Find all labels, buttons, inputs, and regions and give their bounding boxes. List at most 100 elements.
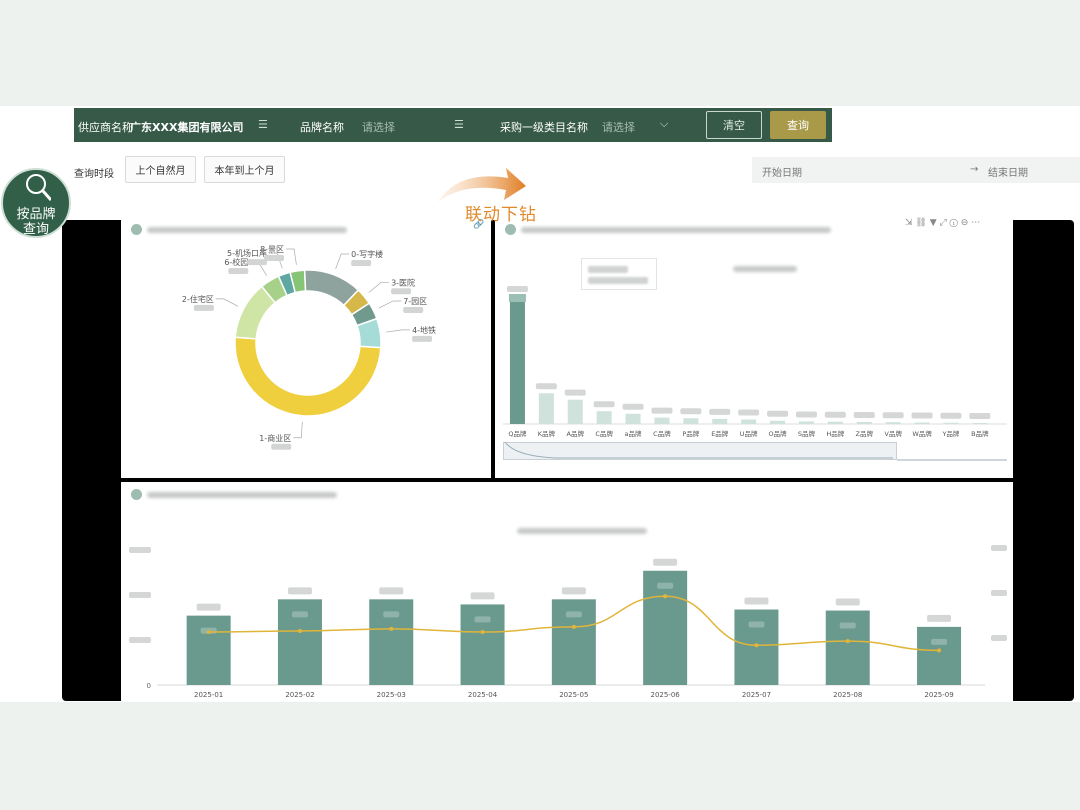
month-tick-label: 2025-08 [833, 691, 862, 699]
trend-point [389, 626, 394, 631]
inner-tag [839, 622, 856, 629]
value-tag [744, 597, 769, 605]
brand-bar [567, 399, 583, 424]
brand-bar [683, 418, 699, 424]
value-tag [247, 259, 268, 266]
label-leader [368, 281, 390, 293]
value-tag [193, 304, 214, 311]
brand-tick-label: Y品牌 [941, 429, 959, 438]
trend-point [754, 643, 759, 648]
link-icon[interactable]: 🔗 [473, 220, 485, 230]
value-tag [853, 411, 875, 418]
month-tick-label: 2025-05 [559, 691, 588, 699]
brand-bar [827, 421, 843, 424]
value-tag [622, 403, 644, 410]
value-tag [403, 306, 424, 313]
toolbar-icons[interactable]: ⇲ ⛓ ▼ ⤢ ⓘ ⊖ ⋯ [905, 218, 981, 228]
trend-point [571, 624, 576, 629]
brand-bar [538, 393, 554, 424]
filter-list-icon[interactable]: ☰ [258, 118, 268, 131]
y-tick-tag [129, 547, 151, 553]
supplier-select[interactable]: 广东XXX集团有限公司 [130, 121, 244, 134]
value-tag [535, 383, 557, 390]
trend-point [480, 629, 485, 634]
value-tag [911, 412, 933, 419]
brand-tick-label: P品牌 [682, 429, 699, 438]
month-bar [917, 626, 962, 685]
label-leader [293, 421, 303, 439]
value-tag [835, 598, 860, 606]
value-tag [561, 587, 586, 595]
panel-title [147, 492, 337, 498]
brand-bar [856, 421, 872, 424]
query-button[interactable]: 查询 [770, 111, 826, 139]
brand-bar [972, 422, 988, 424]
month-bar [643, 570, 688, 685]
ytd-button[interactable]: 本年到上个月 [204, 156, 285, 183]
month-tick-label: 2025-03 [377, 691, 406, 699]
y-tick-tag [129, 592, 151, 598]
brand-label: 品牌名称 [300, 121, 344, 134]
chevron-down-icon[interactable]: ⌵ [660, 117, 669, 130]
clear-button[interactable]: 清空 [706, 111, 762, 139]
y2-tick-tag [991, 590, 1007, 596]
brand-bar [885, 422, 901, 424]
y2-tick-tag [991, 545, 1007, 551]
donut-label: 3-医院 [391, 277, 415, 287]
monthly-combo-chart: 0 2025-01 2025-02 2025-03 2025-04 2025-05 2025… [129, 545, 1007, 699]
start-date-input[interactable]: 开始日期 [762, 168, 802, 179]
value-tag [969, 412, 991, 419]
tooltip-box [581, 258, 657, 290]
zoom-preview-line [504, 441, 893, 459]
trend-point [206, 629, 211, 634]
brand-tick-label: a品牌 [625, 429, 642, 438]
arrow-right-icon: → [970, 164, 979, 175]
donut-label: 8-景区 [260, 245, 284, 254]
end-date-input[interactable]: 结束日期 [988, 168, 1028, 179]
label-leader [378, 300, 402, 309]
inner-tag [291, 611, 308, 618]
donut-slice [234, 336, 382, 417]
panel-icon [131, 224, 142, 235]
month-tick-label: 2025-02 [285, 691, 314, 699]
donut-slices [234, 269, 382, 417]
filter-list-icon[interactable]: ☰ [454, 118, 464, 131]
value-tag [379, 587, 404, 595]
brand-tick-label: Z品牌 [856, 429, 874, 438]
data-zoom-slider[interactable] [503, 442, 897, 460]
donut-label: 5-机场口岸 [227, 248, 267, 258]
brand-bar-panel: ⇲ ⛓ ▼ ⤢ ⓘ ⊖ ⋯ [495, 218, 1013, 478]
value-tag [351, 259, 372, 266]
brand-tick-label: E品牌 [711, 429, 729, 438]
date-range-picker[interactable]: 开始日期 → 结束日期 [752, 157, 1080, 183]
brand-tick-label: O品牌 [768, 429, 787, 438]
inner-tag [474, 616, 491, 623]
brand-bar [654, 417, 670, 424]
trend-point [297, 628, 302, 633]
brand-bar [596, 411, 612, 424]
y-tick-tag [129, 637, 151, 643]
month-bar [825, 610, 870, 685]
inner-tag [748, 621, 765, 628]
month-tick-label: 2025-04 [468, 691, 498, 699]
brand-tick-label: U品牌 [740, 429, 758, 438]
brand-query-badge[interactable]: 按品牌 查询 [1, 168, 71, 238]
value-tag [506, 286, 528, 292]
value-tag [795, 411, 817, 418]
value-tag [709, 408, 731, 415]
brand-tick-label: C品牌 [653, 429, 671, 438]
trend-point [937, 648, 942, 653]
last-month-button[interactable]: 上个自然月 [125, 156, 196, 183]
donut-slice [356, 317, 382, 349]
brand-select[interactable]: 请选择 [362, 121, 395, 134]
brand-bar [914, 422, 930, 424]
value-tag [927, 614, 952, 622]
value-tag [653, 558, 678, 566]
inner-tag [383, 611, 400, 618]
category-select[interactable]: 请选择 [602, 121, 635, 134]
label-leader [386, 329, 411, 333]
value-tag [593, 401, 615, 408]
label-leader [215, 298, 239, 307]
